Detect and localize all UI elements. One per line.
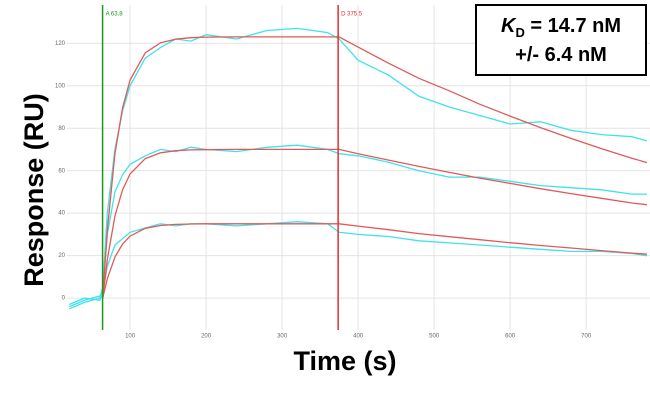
kd-annotation: KD = 14.7 nM [501, 15, 621, 40]
y-tick-label: 60 [58, 168, 65, 174]
x-tick-label: 200 [201, 334, 212, 340]
x-tick-label: 600 [505, 334, 516, 340]
series-line [69, 144, 647, 308]
kd-symbol: K [501, 15, 517, 37]
y-tick-label: 40 [58, 211, 65, 217]
x-tick-label: 500 [429, 334, 440, 340]
kd-subscript: D [515, 25, 524, 40]
x-tick-label: 700 [581, 334, 592, 340]
x-axis-title: Time (s) [293, 346, 396, 376]
y-tick-label: 20 [58, 253, 65, 259]
annotation-box [475, 4, 647, 76]
y-tick-label: 100 [55, 83, 66, 89]
series-line [69, 27, 648, 310]
y-tick-label: 80 [58, 126, 65, 132]
series-line [102, 36, 648, 299]
series-line [102, 148, 648, 299]
kd-value: = 14.7 nM [525, 15, 621, 37]
marker-label: D 375.5 [341, 12, 363, 18]
x-tick-label: 100 [125, 334, 136, 340]
y-tick-label: 120 [55, 41, 66, 47]
y-tick-label: 0 [62, 296, 66, 302]
y-axis-title: Response (RU) [19, 93, 49, 287]
kd-error: +/- 6.4 nM [515, 44, 607, 66]
marker-label: A 63.8 [106, 12, 124, 18]
x-tick-label: 300 [277, 334, 288, 340]
series-line [102, 223, 648, 299]
x-tick-label: 400 [353, 334, 364, 340]
